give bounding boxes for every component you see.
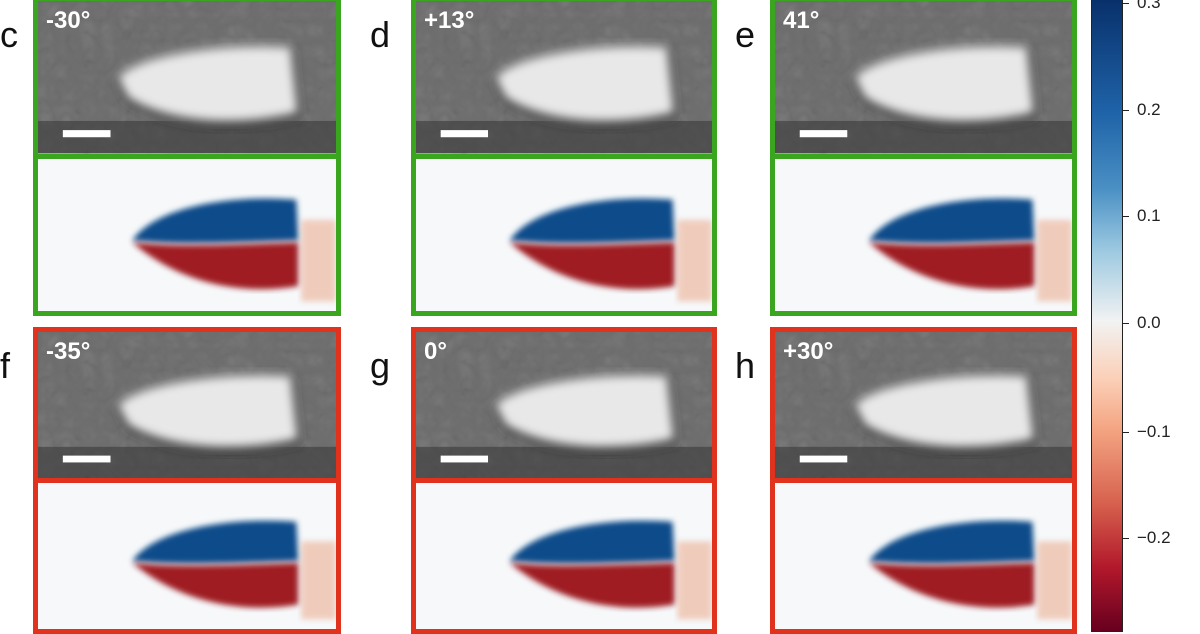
colorbar-tick: [1123, 538, 1129, 539]
colorbar-tick: [1123, 3, 1129, 4]
positive-region: [509, 197, 675, 243]
tem-image: [416, 1, 712, 154]
strain-map: [416, 158, 712, 311]
negative-region: [869, 241, 1035, 289]
negative-region: [132, 562, 299, 608]
positive-region: [509, 520, 675, 564]
strain-map: [775, 483, 1072, 629]
angle-label: +30°: [783, 338, 834, 365]
negative-region: [869, 562, 1035, 608]
panel-d: +13°: [411, 0, 717, 316]
scale-bar: [799, 455, 848, 463]
panel-letter: e: [735, 14, 756, 55]
strain-map: [38, 158, 336, 311]
colorbar-tick: [1123, 323, 1129, 324]
scale-bar: [440, 455, 489, 463]
panel-letter: c: [0, 14, 18, 55]
scale-bar: [440, 130, 489, 138]
strain-map: [775, 158, 1072, 311]
colorbar: [1091, 0, 1123, 632]
negative-region: [132, 241, 299, 289]
panel-letter: h: [735, 345, 756, 386]
colorbar-tick: [1123, 110, 1129, 111]
colorbar-tick-label: 0.0: [1137, 313, 1161, 332]
panel-e: 41°: [770, 0, 1077, 316]
positive-region: [869, 520, 1035, 564]
angle-label: -30°: [46, 7, 91, 34]
colorbar-tick-label: 0.2: [1137, 100, 1161, 119]
angle-label: 0°: [424, 338, 447, 365]
panel-f: -35°: [33, 327, 341, 634]
negative-region: [509, 241, 675, 289]
tem-image: [416, 332, 712, 478]
colorbar-tick-label: 0.3: [1137, 0, 1161, 12]
scale-bar: [799, 130, 848, 138]
positive-region: [869, 197, 1035, 243]
colorbar-tick-label: −0.2: [1137, 528, 1171, 547]
panel-letter: d: [370, 14, 391, 55]
colorbar-tick: [1123, 216, 1129, 217]
tem-image: [775, 332, 1072, 478]
panel-g: 0°: [411, 327, 717, 634]
colorbar-tick-label: −0.1: [1137, 422, 1171, 441]
colorbar-tick: [1123, 432, 1129, 433]
angle-label: 41°: [783, 7, 820, 34]
colorbar-tick-label: 0.1: [1137, 206, 1161, 225]
panel-letter: g: [370, 345, 391, 386]
tem-image: [38, 332, 336, 478]
scale-bar: [62, 130, 111, 138]
positive-region: [132, 520, 299, 564]
panel-letter: f: [0, 345, 11, 386]
strain-map: [416, 483, 712, 629]
panel-h: +30°: [770, 327, 1077, 634]
negative-region: [509, 562, 675, 608]
positive-region: [132, 197, 299, 243]
angle-label: +13°: [424, 7, 475, 34]
scale-bar: [62, 455, 111, 463]
angle-label: -35°: [46, 338, 91, 365]
tem-image: [38, 1, 336, 154]
tem-image: [775, 1, 1072, 154]
strain-map: [38, 483, 336, 629]
panel-c: -30°: [33, 0, 341, 316]
